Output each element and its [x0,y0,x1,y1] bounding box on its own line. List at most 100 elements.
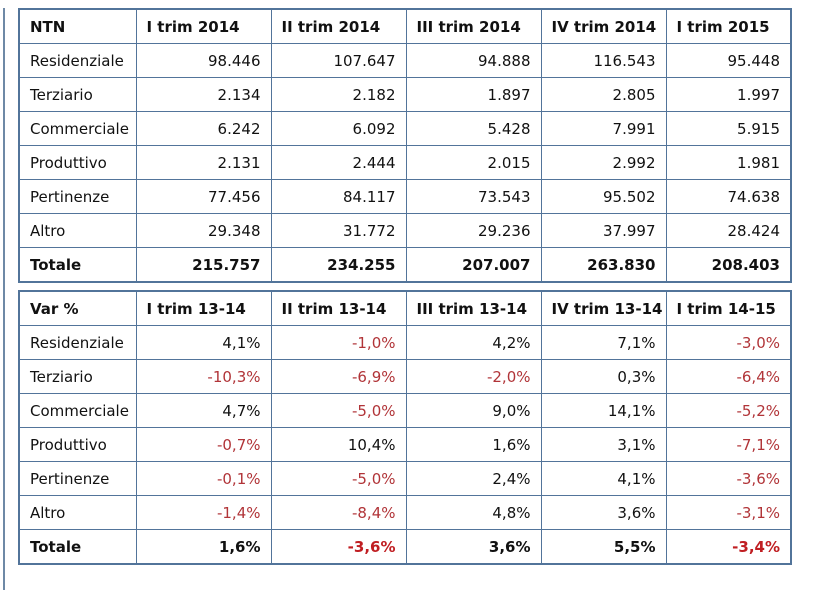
table-row: Altro -1,4% -8,4% 4,8% 3,6% -3,1% [18,495,792,530]
row-label: Residenziale [18,43,137,78]
value-cell: 29.236 [405,213,542,248]
value-cell: 2.992 [540,145,667,180]
value-cell: -3,6% [270,529,407,565]
value-cell: -3,1% [665,495,792,530]
row-label: Pertinenze [18,461,137,496]
value-cell: 14,1% [540,393,667,428]
value-cell: 207.007 [405,247,542,283]
row-label: Produttivo [18,427,137,462]
table-row: Produttivo 2.131 2.444 2.015 2.992 1.981 [18,145,792,180]
value-cell: 29.348 [135,213,272,248]
column-header: IV trim 13-14 [540,290,667,326]
table-title-cell: NTN [18,8,137,44]
header-row: Var % I trim 13-14 II trim 13-14 III trim 1… [18,290,792,326]
value-cell: 1.897 [405,77,542,112]
table-row: Residenziale 4,1% -1,0% 4,2% 7,1% -3,0% [18,325,792,360]
value-cell: 1.981 [665,145,792,180]
value-cell: 2.182 [270,77,407,112]
table-row: Terziario -10,3% -6,9% -2,0% 0,3% -6,4% [18,359,792,394]
value-cell: 1,6% [135,529,272,565]
value-cell: 4,7% [135,393,272,428]
value-cell: -5,2% [665,393,792,428]
row-label: Pertinenze [18,179,137,214]
table-row: Terziario 2.134 2.182 1.897 2.805 1.997 [18,77,792,112]
row-label: Commerciale [18,111,137,146]
value-cell: 7,1% [540,325,667,360]
value-cell: 6.092 [270,111,407,146]
value-cell: 5.915 [665,111,792,146]
page-left-border [3,8,5,590]
value-cell: 6.242 [135,111,272,146]
value-cell: 84.117 [270,179,407,214]
value-cell: 2.444 [270,145,407,180]
value-cell: -6,4% [665,359,792,394]
column-header: II trim 2014 [270,8,407,44]
var-percent-table: Var % I trim 13-14 II trim 13-14 III trim 1… [18,290,792,565]
value-cell: -3,4% [665,529,792,565]
value-cell: 0,3% [540,359,667,394]
value-cell: 4,1% [135,325,272,360]
row-label: Totale [18,247,137,283]
value-cell: 37.997 [540,213,667,248]
value-cell: 7.991 [540,111,667,146]
column-header: IV trim 2014 [540,8,667,44]
table-row: Altro 29.348 31.772 29.236 37.997 28.424 [18,213,792,248]
value-cell: 2.015 [405,145,542,180]
row-label: Totale [18,529,137,565]
row-label: Residenziale [18,325,137,360]
value-cell: 10,4% [270,427,407,462]
value-cell: 94.888 [405,43,542,78]
value-cell: 95.448 [665,43,792,78]
value-cell: -2,0% [405,359,542,394]
value-cell: 28.424 [665,213,792,248]
table-row: Totale 1,6% -3,6% 3,6% 5,5% -3,4% [18,529,792,565]
table-row: Produttivo -0,7% 10,4% 1,6% 3,1% -7,1% [18,427,792,462]
header-row: NTN I trim 2014 II trim 2014 III trim 2014 I… [18,8,792,44]
column-header: I trim 14-15 [665,290,792,326]
value-cell: 234.255 [270,247,407,283]
row-label: Terziario [18,77,137,112]
value-cell: -0,1% [135,461,272,496]
value-cell: -7,1% [665,427,792,462]
table-row: Residenziale 98.446 107.647 94.888 116.543 95… [18,43,792,78]
value-cell: 2.134 [135,77,272,112]
value-cell: 98.446 [135,43,272,78]
table-row: Commerciale 6.242 6.092 5.428 7.991 5.915 [18,111,792,146]
table-row: Commerciale 4,7% -5,0% 9,0% 14,1% -5,2% [18,393,792,428]
value-cell: -3,0% [665,325,792,360]
column-header: III trim 2014 [405,8,542,44]
value-cell: 3,1% [540,427,667,462]
row-label: Produttivo [18,145,137,180]
column-header: I trim 2015 [665,8,792,44]
page: NTN I trim 2014 II trim 2014 III trim 2014 I… [0,8,825,590]
table-row: Totale 215.757 234.255 207.007 263.830 208.40… [18,247,792,283]
value-cell: 4,1% [540,461,667,496]
value-cell: -0,7% [135,427,272,462]
value-cell: 2.131 [135,145,272,180]
value-cell: 107.647 [270,43,407,78]
value-cell: 5,5% [540,529,667,565]
value-cell: -1,0% [270,325,407,360]
value-cell: 1.997 [665,77,792,112]
row-label: Commerciale [18,393,137,428]
value-cell: 263.830 [540,247,667,283]
value-cell: 73.543 [405,179,542,214]
table-row: Pertinenze 77.456 84.117 73.543 95.502 74.638 [18,179,792,214]
value-cell: -1,4% [135,495,272,530]
value-cell: -6,9% [270,359,407,394]
column-header: I trim 13-14 [135,290,272,326]
value-cell: 1,6% [405,427,542,462]
table-title-cell: Var % [18,290,137,326]
value-cell: 2.805 [540,77,667,112]
column-header: I trim 2014 [135,8,272,44]
value-cell: -8,4% [270,495,407,530]
column-header: III trim 13-14 [405,290,542,326]
value-cell: 77.456 [135,179,272,214]
table-row: Pertinenze -0,1% -5,0% 2,4% 4,1% -3,6% [18,461,792,496]
value-cell: 74.638 [665,179,792,214]
value-cell: 2,4% [405,461,542,496]
column-header: II trim 13-14 [270,290,407,326]
value-cell: 9,0% [405,393,542,428]
value-cell: 95.502 [540,179,667,214]
value-cell: 208.403 [665,247,792,283]
